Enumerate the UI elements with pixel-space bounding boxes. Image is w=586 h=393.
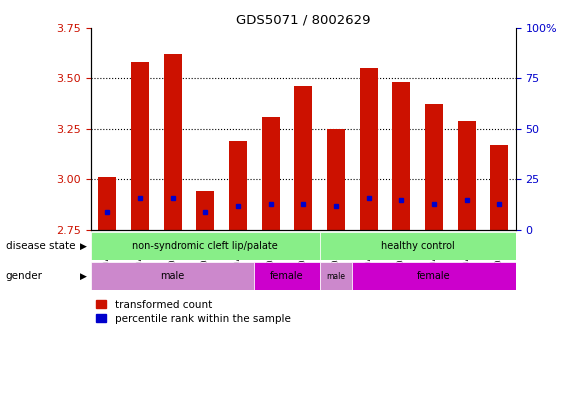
Bar xyxy=(490,145,508,230)
Bar xyxy=(319,232,516,260)
Text: healthy control: healthy control xyxy=(381,241,455,251)
Bar xyxy=(360,68,377,230)
Bar xyxy=(327,129,345,230)
Bar xyxy=(196,191,214,230)
Bar xyxy=(352,262,516,290)
Bar xyxy=(458,121,476,230)
Text: non-syndromic cleft lip/palate: non-syndromic cleft lip/palate xyxy=(132,241,278,251)
Text: female: female xyxy=(270,271,304,281)
Bar xyxy=(392,82,410,230)
Bar xyxy=(163,54,182,230)
Bar xyxy=(254,262,319,290)
Bar xyxy=(98,177,116,230)
Bar xyxy=(91,262,254,290)
Bar xyxy=(294,86,312,230)
Text: male: male xyxy=(161,271,185,281)
Bar xyxy=(131,62,149,230)
Text: disease state: disease state xyxy=(6,241,76,251)
Bar xyxy=(229,141,247,230)
Text: ▶: ▶ xyxy=(80,272,87,281)
Text: female: female xyxy=(417,271,451,281)
Text: gender: gender xyxy=(6,271,43,281)
Bar xyxy=(319,262,352,290)
Bar xyxy=(425,105,443,230)
Bar xyxy=(261,117,280,230)
Legend: transformed count, percentile rank within the sample: transformed count, percentile rank withi… xyxy=(96,299,291,324)
Text: ▶: ▶ xyxy=(80,242,87,250)
Text: male: male xyxy=(326,272,345,281)
Bar xyxy=(91,232,319,260)
Title: GDS5071 / 8002629: GDS5071 / 8002629 xyxy=(236,13,370,26)
